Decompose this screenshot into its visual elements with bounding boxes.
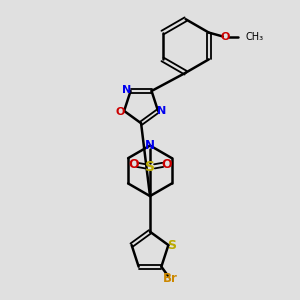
Text: N: N	[122, 85, 131, 95]
Text: S: S	[167, 238, 176, 252]
Text: O: O	[161, 158, 172, 171]
Text: N: N	[145, 139, 155, 152]
Text: O: O	[220, 32, 230, 42]
Text: Br: Br	[163, 272, 178, 285]
Text: CH₃: CH₃	[245, 32, 263, 42]
Text: O: O	[115, 107, 124, 117]
Text: O: O	[128, 158, 139, 171]
Text: S: S	[145, 160, 155, 174]
Text: N: N	[157, 106, 167, 116]
